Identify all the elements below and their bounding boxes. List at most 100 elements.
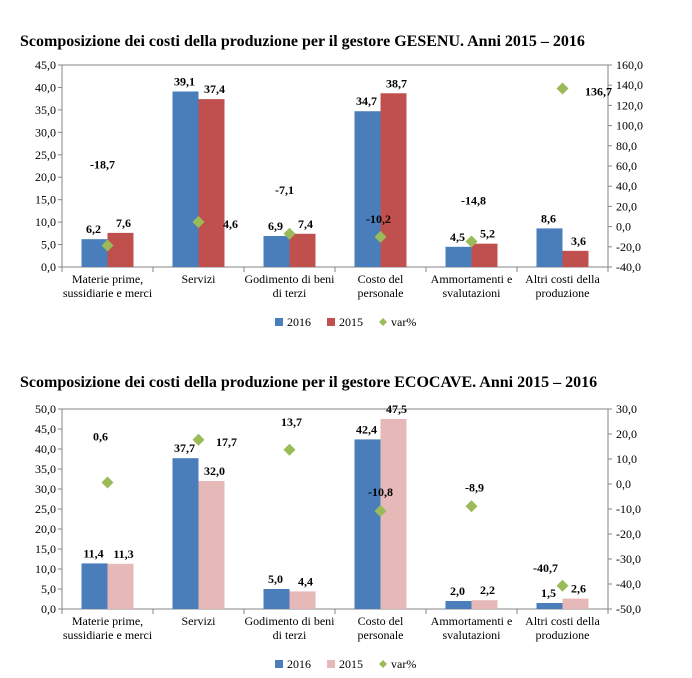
- x-tick-label: Ammortamenti e: [431, 614, 513, 628]
- bar-2015: [562, 250, 589, 267]
- data-label-var: 136,7: [585, 85, 612, 99]
- legend-label: 2015: [339, 657, 363, 671]
- bar-2016: [445, 601, 472, 609]
- data-label-2015: 7,6: [116, 216, 131, 230]
- x-tick-label: personale: [358, 286, 404, 300]
- y-right-tick-label: 20,0: [616, 199, 637, 213]
- bar-2016: [172, 91, 199, 268]
- bar-2015: [471, 243, 498, 267]
- data-label-2015: 47,5: [386, 402, 407, 416]
- chart-ecocave: Scomposizione dei costi della produzione…: [0, 365, 692, 678]
- y-left-tick-label: 10,0: [35, 215, 56, 229]
- legend-swatch: [327, 660, 335, 668]
- data-label-var: 13,7: [281, 415, 302, 429]
- bar-2015: [289, 591, 316, 609]
- x-tick-label: Godimento di beni: [245, 614, 336, 628]
- y-left-tick-label: 30,0: [35, 482, 56, 496]
- data-label-var: -40,7: [533, 561, 558, 575]
- bar-2015: [107, 232, 134, 267]
- data-label-2016: 37,7: [174, 441, 195, 455]
- y-right-tick-label: 60,0: [616, 159, 637, 173]
- plot-area: [61, 64, 609, 268]
- legend-label: 2015: [339, 315, 363, 329]
- legend-label: var%: [391, 657, 416, 671]
- y-left-tick-label: 10,0: [35, 562, 56, 576]
- y-left-tick-label: 50,0: [35, 402, 56, 416]
- marker-var: [192, 215, 205, 228]
- chart-gesenu: Scomposizione dei costi della produzione…: [20, 33, 643, 329]
- y-right-tick-label: -20,0: [616, 240, 641, 254]
- data-label-2015: 2,2: [480, 583, 495, 597]
- y-right-tick-label: 30,0: [616, 402, 637, 416]
- y-right-tick-label: -40,0: [616, 260, 641, 274]
- y-right-tick-label: 40,0: [616, 179, 637, 193]
- data-label-2016: 39,1: [174, 74, 195, 88]
- legend-marker: [379, 318, 387, 326]
- y-left-tick-label: 40,0: [35, 442, 56, 456]
- x-tick-label: Costo del: [358, 272, 404, 286]
- y-right-tick-label: -40,0: [616, 577, 641, 591]
- chart-title: Scomposizione dei costi della produzione…: [20, 374, 598, 391]
- y-right-tick-label: 0,0: [616, 220, 631, 234]
- data-label-2015: 32,0: [204, 464, 225, 478]
- bar-2016: [81, 563, 108, 609]
- marker-var: [556, 579, 569, 592]
- x-tick-label: personale: [358, 628, 404, 642]
- x-tick-label: produzione: [536, 628, 590, 642]
- data-label-var: -10,8: [368, 485, 393, 499]
- y-left-tick-label: 45,0: [35, 58, 56, 72]
- y-left-tick-label: 25,0: [35, 148, 56, 162]
- x-tick-label: di terzi: [273, 628, 307, 642]
- x-tick-label: Godimento di beni: [245, 272, 336, 286]
- marker-var: [192, 433, 205, 446]
- bar-2015: [198, 99, 225, 267]
- data-label-2015: 2,6: [571, 582, 586, 596]
- y-right-tick-label: 0,0: [616, 477, 631, 491]
- y-left-tick-label: 40,0: [35, 80, 56, 94]
- legend-label: 2016: [287, 315, 311, 329]
- marker-var: [374, 505, 387, 517]
- data-label-var: -14,8: [461, 194, 486, 208]
- chart-gesenu-svg: 0,0 5,0 10,0 15,0 20,0 25,0 30,0 35,0 40,0 45,0 -4…: [35, 58, 643, 329]
- bar-2016: [536, 228, 563, 267]
- bar-2015: [471, 600, 498, 609]
- x-tick-label: di terzi: [273, 286, 307, 300]
- y-left-tick-label: 15,0: [35, 542, 56, 556]
- y-left-tick-label: 20,0: [35, 170, 56, 184]
- data-label-2015: 4,4: [298, 574, 313, 588]
- chart-title: Scomposizione dei costi della produzione…: [20, 33, 585, 50]
- y-right-tick-label: 120,0: [616, 98, 643, 112]
- y-left-tick-label: 30,0: [35, 125, 56, 139]
- marker-var: [556, 82, 569, 95]
- x-tick-label: Materie prime,: [72, 614, 143, 628]
- bar-2015: [562, 598, 589, 609]
- y-left-tick-label: 0,0: [41, 260, 56, 274]
- y-left-tick-label: 15,0: [35, 193, 56, 207]
- y-right-tick-label: 160,0: [616, 58, 643, 72]
- data-label-var: -7,1: [275, 183, 294, 197]
- legend-swatch: [275, 660, 283, 668]
- x-tick-label: Servizi: [182, 272, 217, 286]
- y-right-tick-label: 20,0: [616, 427, 637, 441]
- y-right-tick-label: -50,0: [616, 602, 641, 616]
- x-tick-label: svalutazioni: [443, 286, 502, 300]
- marker-var: [101, 239, 114, 252]
- y-right-tick-label: -30,0: [616, 552, 641, 566]
- data-label-2015: 3,6: [571, 234, 586, 248]
- x-tick-label: Altri costi della: [525, 272, 600, 286]
- x-tick-label: Ammortamenti e: [431, 272, 513, 286]
- y-left-tick-label: 0,0: [41, 602, 56, 616]
- marker-var: [283, 443, 296, 456]
- y-left-tick-label: 35,0: [35, 103, 56, 117]
- x-tick-label: sussidiarie e merci: [63, 628, 153, 642]
- bar-2015: [198, 481, 225, 609]
- data-label-2015: 37,4: [204, 82, 225, 96]
- data-label-var: 4,6: [223, 217, 238, 231]
- x-tick-label: Altri costi della: [525, 614, 600, 628]
- data-label-2016: 1,5: [541, 586, 556, 600]
- y-right-tick-label: -10,0: [616, 502, 641, 516]
- data-label-var: 0,6: [93, 430, 108, 444]
- bar-2016: [536, 603, 563, 609]
- data-label-2016: 6,2: [86, 222, 101, 236]
- legend-swatch: [275, 318, 283, 326]
